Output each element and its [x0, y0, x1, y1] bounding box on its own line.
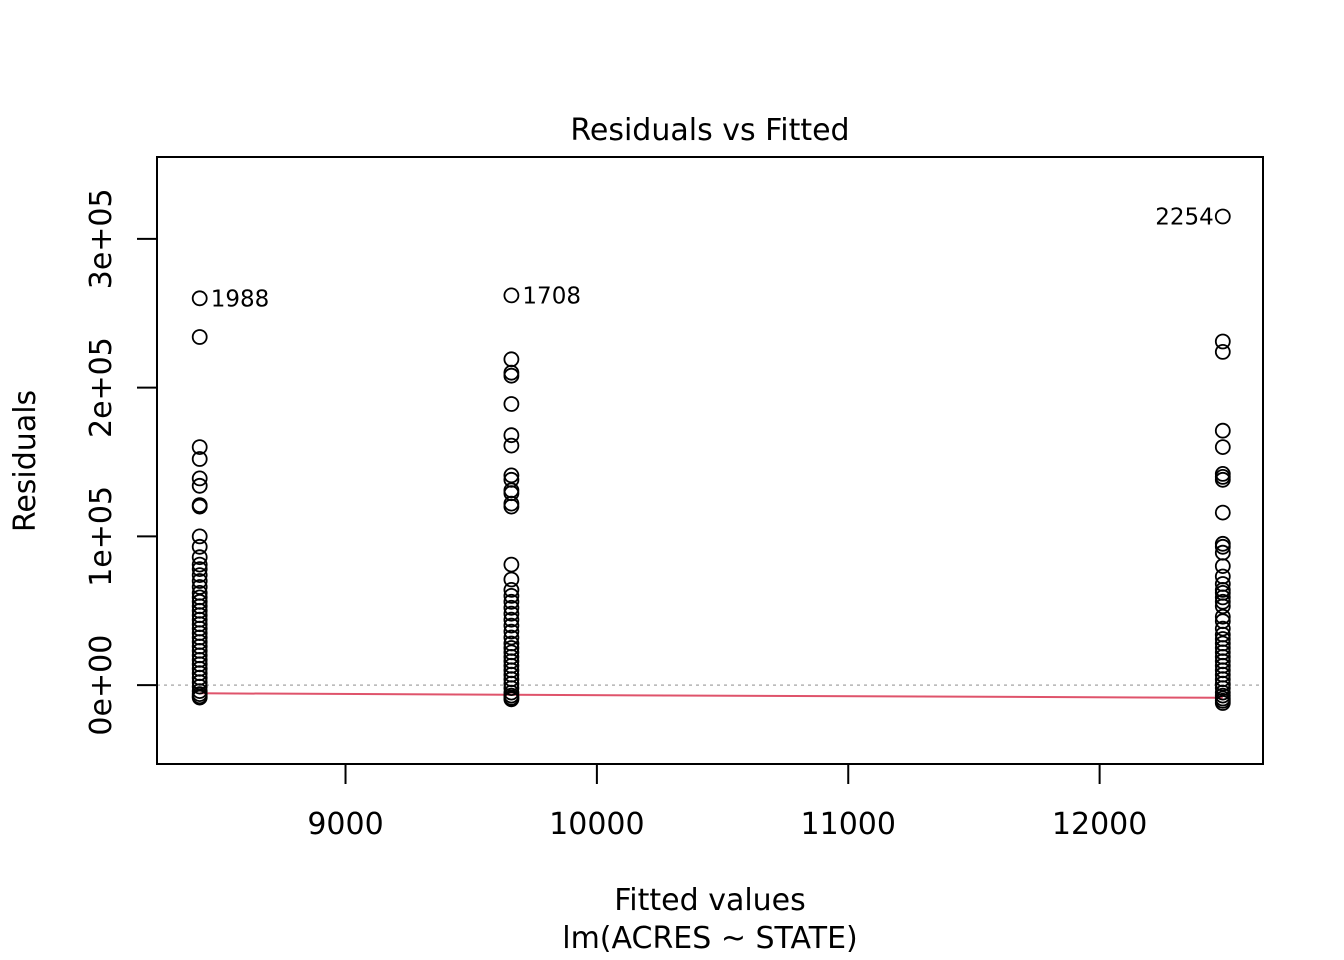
residual-point [503, 287, 520, 304]
x-tick-label: 11000 [801, 807, 896, 842]
y-tick-label: 2e+05 [84, 337, 119, 438]
residual-point [191, 329, 208, 345]
residual-point [1214, 471, 1231, 488]
residual-point [503, 599, 520, 616]
x-axis-sublabel: lm(ACRES ~ STATE) [562, 921, 857, 956]
outlier-point-label: 1708 [522, 283, 581, 309]
residual-point [191, 528, 208, 545]
residual-point [503, 467, 520, 484]
outlier-point-label: 1988 [211, 286, 270, 312]
residual-point [503, 571, 520, 588]
residual-point [1214, 504, 1231, 521]
residual-point [1214, 598, 1231, 615]
residual-point [1214, 422, 1231, 439]
residual-point [503, 498, 520, 515]
residual-point [503, 605, 520, 622]
x-tick-label: 12000 [1052, 807, 1147, 842]
residual-point [1214, 333, 1231, 350]
residual-point [1214, 343, 1231, 360]
residual-point [191, 538, 208, 555]
plot-frame [156, 156, 1264, 765]
residual-point [191, 678, 208, 695]
residual-point [191, 290, 208, 307]
residual-point [191, 689, 208, 706]
y-tick-label: 3e+05 [84, 188, 119, 289]
residual-point [1214, 620, 1231, 637]
residual-point [503, 588, 520, 604]
residual-point [503, 367, 520, 384]
x-tick-label: 9000 [307, 807, 383, 842]
residual-points [191, 208, 1231, 711]
residual-point [503, 582, 520, 598]
residual-point [1214, 680, 1231, 696]
residual-point [503, 437, 520, 454]
y-axis-label: Residuals [8, 390, 43, 532]
outlier-point-label: 2254 [1155, 205, 1214, 231]
residual-point [191, 498, 208, 515]
residual-point [1214, 208, 1231, 225]
residual-point [503, 691, 520, 708]
residual-point [191, 549, 208, 566]
residual-point [191, 470, 208, 487]
residual-point [503, 623, 520, 640]
x-tick-label: 10000 [549, 807, 644, 842]
residual-point [503, 617, 520, 634]
residual-point [191, 439, 208, 456]
residual-point [191, 556, 208, 573]
residual-point [1214, 538, 1231, 555]
y-tick-label: 0e+00 [84, 635, 119, 736]
residual-point [191, 573, 208, 589]
residual-point [1214, 439, 1231, 456]
chart-title: Residuals vs Fitted [570, 113, 849, 148]
y-tick-label: 1e+05 [84, 486, 119, 587]
residual-point [503, 593, 520, 610]
residual-point [1214, 593, 1231, 610]
residual-point [1214, 695, 1231, 711]
point-labels: 1988 1708 2254 [211, 205, 1214, 313]
residual-point [191, 567, 208, 583]
residual-point [503, 680, 520, 696]
residual-point [503, 396, 520, 412]
residual-point [191, 477, 208, 494]
residual-point [503, 427, 520, 444]
residual-point [503, 611, 520, 628]
residual-point [191, 561, 208, 577]
x-axis: 9000 10000 11000 12000 [307, 763, 1147, 842]
residual-point [1214, 558, 1231, 574]
residual-point [503, 556, 520, 573]
residual-point [1214, 589, 1231, 606]
x-axis-label: Fitted values [614, 883, 806, 918]
residual-point [191, 451, 208, 467]
residual-point [503, 629, 520, 646]
residual-point [1214, 608, 1231, 625]
